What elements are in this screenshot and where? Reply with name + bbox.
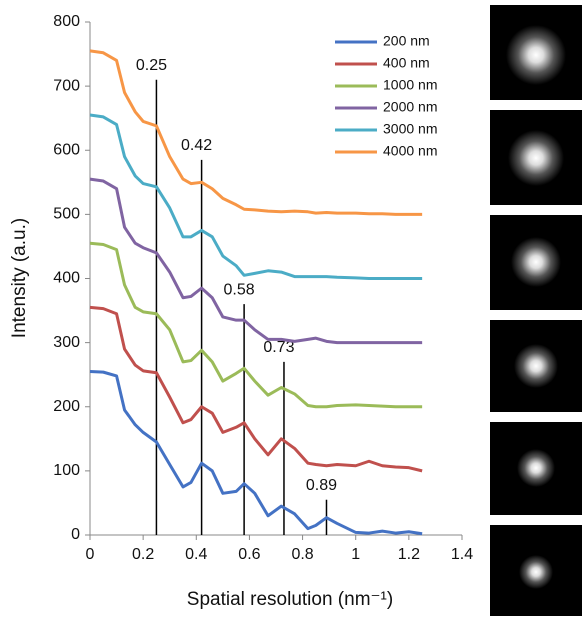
annotation-label: 0.25 bbox=[136, 57, 167, 74]
pattern bbox=[511, 237, 561, 287]
legend-label: 2000 nm bbox=[383, 99, 437, 115]
pattern bbox=[517, 449, 555, 487]
x-tick-label: 0.4 bbox=[185, 546, 207, 563]
x-tick-label: 1 bbox=[351, 546, 360, 563]
x-axis-label: Spatial resolution (nm⁻¹) bbox=[187, 589, 393, 610]
annotation-label: 0.58 bbox=[224, 281, 255, 298]
y-tick-label: 400 bbox=[53, 270, 80, 287]
series-line bbox=[90, 243, 422, 407]
y-tick-label: 300 bbox=[53, 334, 80, 351]
legend-label: 200 nm bbox=[383, 33, 430, 49]
y-tick-label: 700 bbox=[53, 77, 80, 94]
chart: Spatial resolution (nm⁻¹) Intensity (a.u… bbox=[0, 0, 582, 616]
series-line bbox=[90, 115, 422, 279]
y-axis-label: Intensity (a.u.) bbox=[9, 218, 30, 338]
y-tick-label: 500 bbox=[53, 206, 80, 223]
series-line bbox=[90, 371, 422, 533]
annotation-label: 0.42 bbox=[181, 137, 212, 154]
pattern bbox=[508, 130, 564, 186]
x-tick-label: 0.2 bbox=[132, 546, 154, 563]
diffraction-images bbox=[490, 5, 582, 616]
pattern bbox=[506, 25, 566, 85]
pattern bbox=[519, 555, 553, 589]
annotation-label: 0.89 bbox=[306, 477, 337, 494]
y-tick-label: 600 bbox=[53, 141, 80, 158]
legend-label: 4000 nm bbox=[383, 143, 437, 159]
y-tick-label: 100 bbox=[53, 462, 80, 479]
x-tick-label: 0.6 bbox=[238, 546, 260, 563]
legend-label: 400 nm bbox=[383, 55, 430, 71]
pattern bbox=[514, 344, 558, 388]
x-tick-label: 1.2 bbox=[398, 546, 420, 563]
x-tick-label: 0.8 bbox=[291, 546, 313, 563]
series-line bbox=[90, 51, 422, 215]
series-line bbox=[90, 179, 422, 343]
legend-label: 3000 nm bbox=[383, 121, 437, 137]
legend-label: 1000 nm bbox=[383, 77, 437, 93]
y-tick-label: 800 bbox=[53, 13, 80, 30]
y-tick-label: 0 bbox=[71, 526, 80, 543]
x-tick-label: 0 bbox=[86, 546, 95, 563]
y-tick-label: 200 bbox=[53, 398, 80, 415]
x-tick-label: 1.4 bbox=[451, 546, 473, 563]
